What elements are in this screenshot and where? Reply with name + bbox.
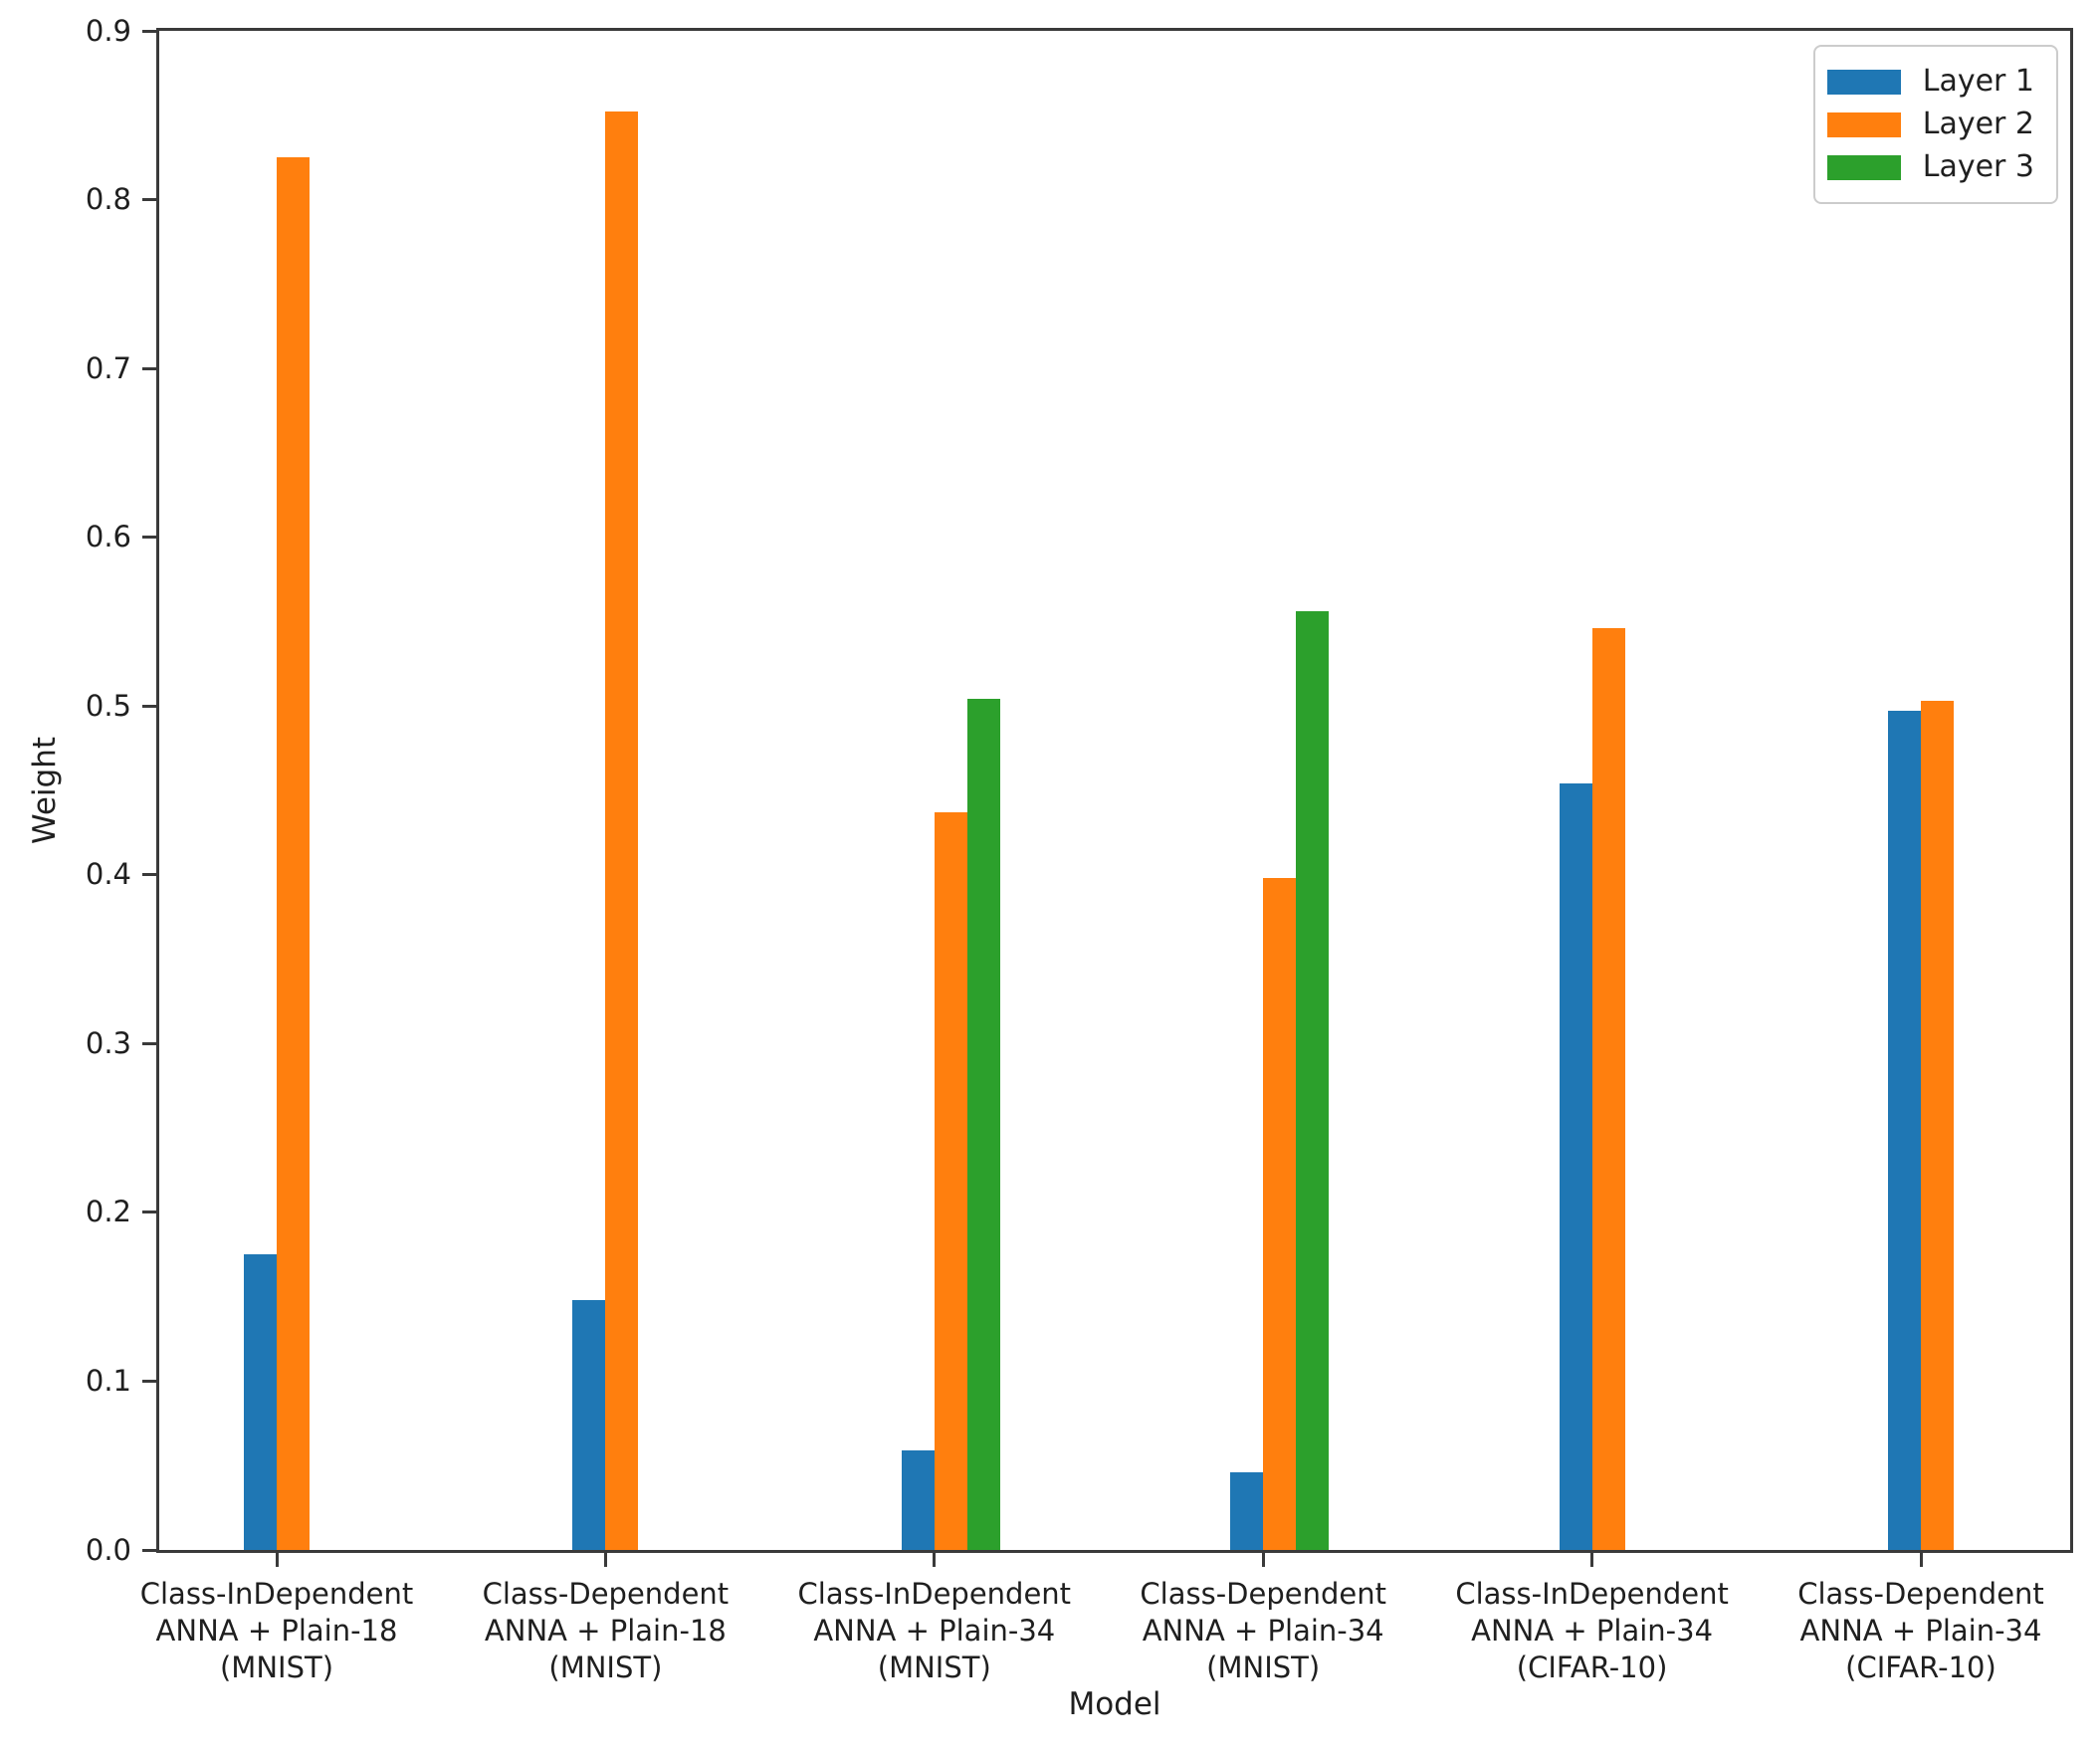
bar-layer-3-group-3 [966, 699, 1000, 1550]
y-tick-mark [142, 366, 156, 370]
layer-1-swatch-icon [1826, 69, 1901, 95]
x-tick-label: Class-Dependent ANNA + Plain-18 (MNIST) [482, 1577, 730, 1684]
bar-layer-1-group-2 [572, 1300, 606, 1550]
bar-layer-2-group-2 [605, 111, 639, 1550]
x-tick-mark [603, 1553, 607, 1567]
legend-item-layer-2: Layer 2 [1826, 107, 2034, 142]
x-tick-label: Class-Dependent ANNA + Plain-34 (MNIST) [1140, 1577, 1386, 1684]
bar-layer-1-group-3 [901, 1450, 935, 1550]
legend-label: Layer 2 [1922, 107, 2034, 141]
y-tick-label: 0.9 [85, 13, 131, 48]
bar-layer-3-group-4 [1296, 611, 1330, 1550]
bar-layer-2-group-5 [1591, 628, 1625, 1550]
x-tick-mark [1590, 1553, 1594, 1567]
legend: Layer 1 Layer 2 Layer 3 [1812, 45, 2058, 204]
x-axis-label: Model [1068, 1686, 1161, 1722]
bar-layer-1-group-6 [1888, 711, 1921, 1550]
plot-area: 0.0 0.1 0.2 0.3 0.4 0.5 0.6 0.7 0.8 0.9 Class-InD… [86, 16, 2073, 1684]
x-tick-label: Class-InDependent ANNA + Plain-18 (MNIST… [139, 1577, 414, 1684]
x-tick-mark [933, 1553, 937, 1567]
y-tick-label: 0.0 [85, 1532, 131, 1567]
y-tick-label: 0.7 [85, 350, 131, 385]
y-tick-label: 0.3 [85, 1025, 131, 1060]
legend-label: Layer 3 [1922, 149, 2034, 184]
x-tick-label: Class-InDependent ANNA + Plain-34 (CIFAR… [1455, 1577, 1729, 1684]
x-tick-mark [1261, 1553, 1265, 1567]
y-tick-mark [142, 1548, 156, 1552]
y-tick-label: 0.6 [85, 520, 131, 554]
y-tick-mark [142, 1210, 156, 1214]
y-tick-mark [142, 198, 156, 202]
y-tick-mark [142, 1041, 156, 1045]
y-tick-mark [142, 704, 156, 708]
bar-layer-2-group-3 [934, 812, 967, 1550]
y-tick-label: 0.4 [85, 857, 131, 892]
y-tick-label: 0.1 [85, 1363, 131, 1398]
bar-layer-2-group-6 [1921, 701, 1954, 1550]
x-tick-label: Class-InDependent ANNA + Plain-34 (MNIST… [797, 1577, 1072, 1684]
layer-3-swatch-icon [1826, 154, 1901, 180]
y-tick-mark [142, 536, 156, 540]
layer-2-swatch-icon [1826, 111, 1901, 137]
bar-layer-1-group-4 [1230, 1472, 1264, 1550]
y-tick-label: 0.5 [85, 688, 131, 723]
x-tick-mark [1919, 1553, 1923, 1567]
legend-item-layer-1: Layer 1 [1826, 64, 2034, 100]
bar-layer-1-group-1 [244, 1254, 277, 1550]
legend-item-layer-3: Layer 3 [1826, 149, 2034, 185]
y-tick-label: 0.8 [85, 182, 131, 217]
x-tick-mark [275, 1553, 279, 1567]
legend-label: Layer 1 [1922, 64, 2034, 99]
bar-layer-1-group-5 [1559, 783, 1592, 1550]
y-tick-label: 0.2 [85, 1195, 131, 1229]
y-tick-mark [142, 1379, 156, 1383]
y-tick-mark [142, 29, 156, 33]
bar-layer-2-group-4 [1263, 878, 1297, 1550]
bar-layer-2-group-1 [277, 157, 310, 1550]
x-tick-label: Class-Dependent ANNA + Plain-34 (CIFAR-1… [1797, 1577, 2044, 1684]
y-tick-mark [142, 873, 156, 877]
y-axis-label: Weight [27, 736, 63, 845]
